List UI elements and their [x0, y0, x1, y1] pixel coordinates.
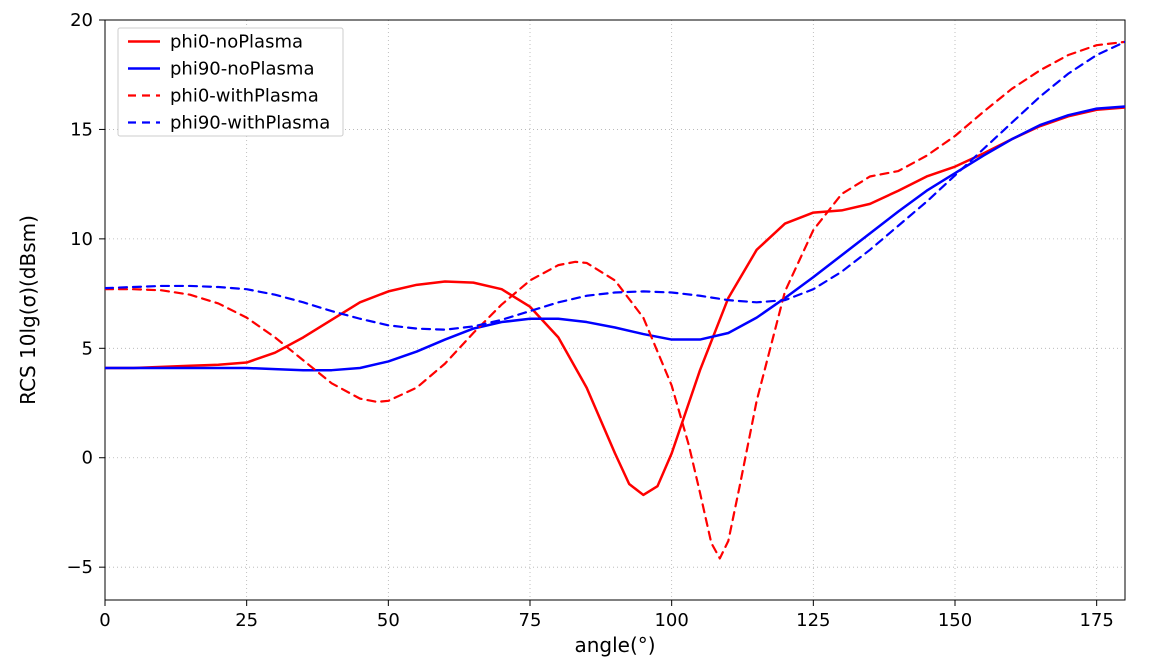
legend-label: phi90-noPlasma [170, 59, 314, 80]
y-tick-label: 5 [82, 338, 93, 359]
legend-label: phi0-noPlasma [170, 32, 303, 53]
chart-svg: 0 25 50 75 100 125 150 175 −5 0 5 10 15 20 angle(°) RCS… [0, 0, 1151, 666]
y-tick-label: −5 [66, 557, 93, 578]
legend-label: phi90-withPlasma [170, 113, 330, 134]
x-tick-label: 0 [99, 610, 110, 631]
rcs-line-chart: 0 25 50 75 100 125 150 175 −5 0 5 10 15 20 angle(°) RCS… [0, 0, 1151, 666]
x-tick-label: 50 [377, 610, 400, 631]
y-tick-label: 10 [70, 229, 93, 250]
y-tick-label: 15 [70, 119, 93, 140]
y-tick-label: 20 [70, 10, 93, 31]
x-tick-label: 100 [654, 610, 688, 631]
x-axis-label: angle(°) [574, 633, 655, 657]
y-axis-label: RCS 10lg(σ)(dBsm) [16, 215, 40, 405]
x-tick-label: 25 [235, 610, 258, 631]
legend-label: phi0-withPlasma [170, 86, 319, 107]
y-tick-label: 0 [82, 448, 93, 469]
x-tick-label: 150 [938, 610, 972, 631]
x-tick-label: 125 [796, 610, 830, 631]
x-tick-label: 175 [1079, 610, 1113, 631]
x-tick-label: 75 [519, 610, 542, 631]
